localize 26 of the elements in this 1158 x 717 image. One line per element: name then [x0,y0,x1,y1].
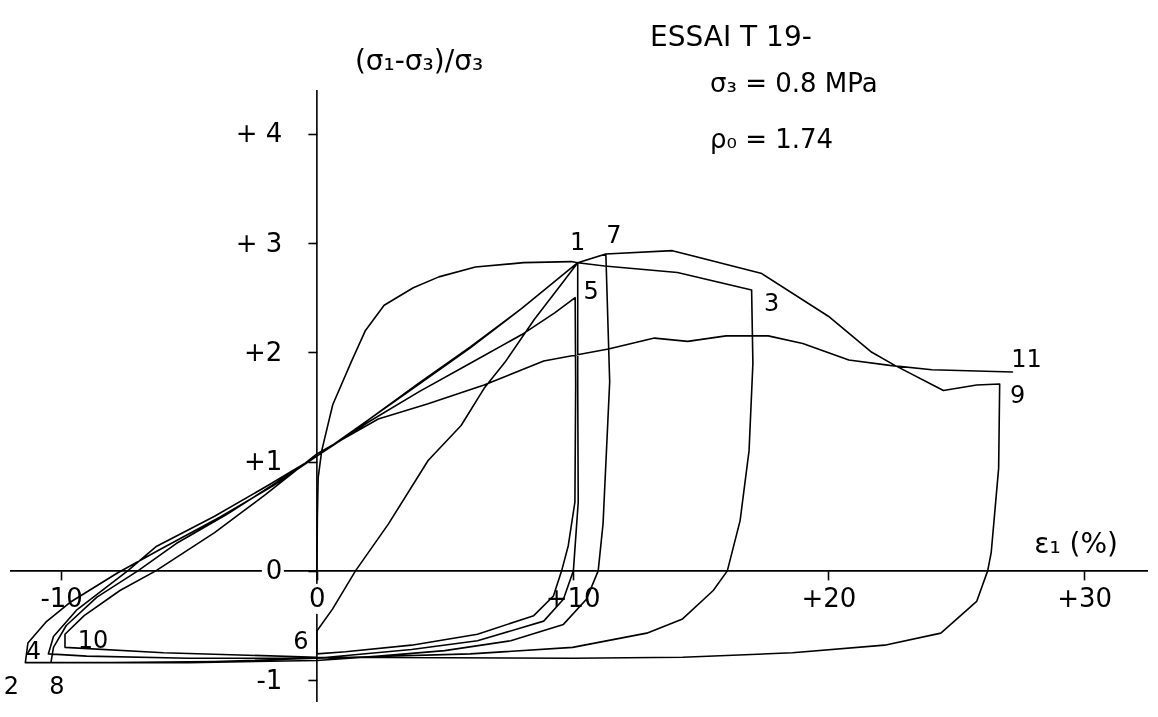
annotation: 3 [763,288,780,317]
annotation: 8 [49,671,65,700]
annotation: 4 [25,636,41,665]
annotation: 5 [583,276,599,305]
y-tick-label: + 4 [235,118,283,149]
x-tick-label: -10 [40,583,83,614]
annotation: 2 [3,671,19,700]
annotation: 11 [1011,344,1042,373]
y-tick-label: + 3 [235,227,283,258]
y-tick-label: 0 [265,555,283,586]
annotation: 6 [293,626,309,655]
annotation: 7 [606,220,622,249]
y-axis-title: (σ₁-σ₃)/σ₃ [354,44,484,77]
x-tick-label: +30 [1057,583,1112,614]
chart-title: ESSAI T 19- [650,20,812,53]
annotation: σ₃ = 0.8 MPa [710,68,878,98]
annotation: ρ₀ = 1.74 [710,124,834,154]
annotation: 9 [1010,380,1026,409]
annotation: 1 [570,227,586,256]
annotation: 10 [77,626,109,655]
x-tick-label: 0 [309,583,326,614]
y-tick-label: -1 [256,664,283,695]
x-axis-title: ε₁ (%) [1034,526,1118,560]
y-tick-label: +1 [244,446,283,477]
y-tick-label: +2 [244,336,283,367]
x-tick-label: +20 [801,583,857,614]
